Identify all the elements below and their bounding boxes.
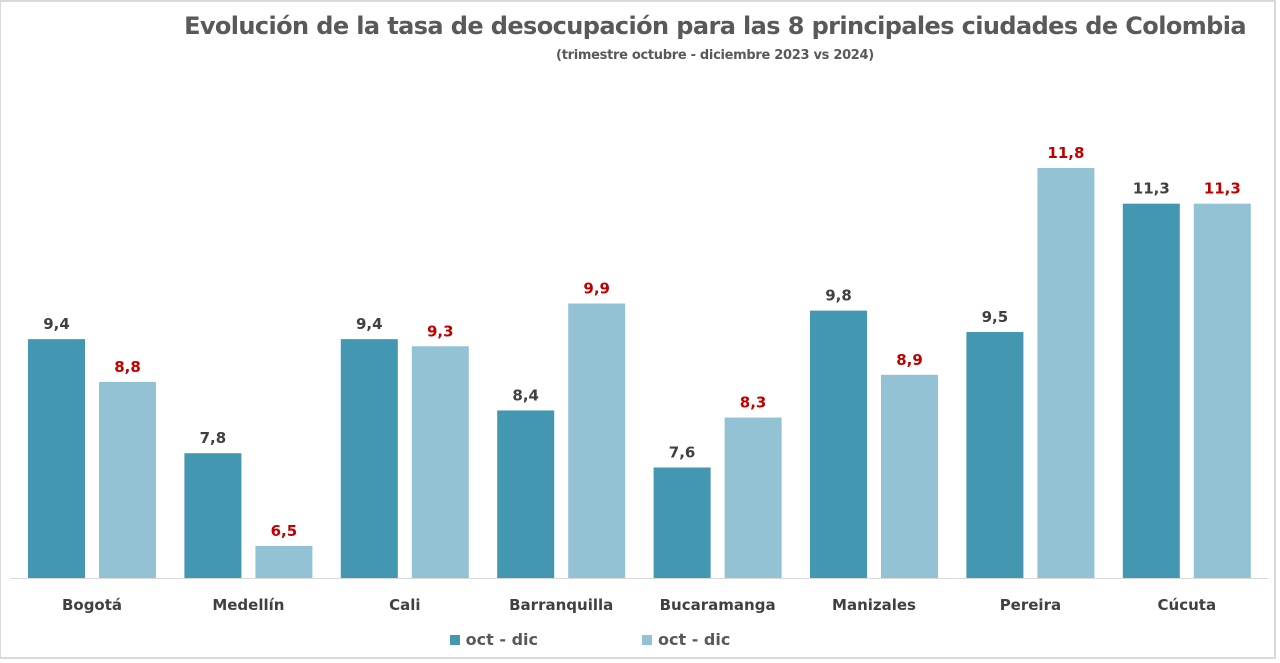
- bar-2023-3: [497, 410, 555, 578]
- bar-2024-4: [724, 417, 782, 578]
- data-label-2024-5: 8,9: [896, 351, 923, 369]
- chart-subtitle: (trimestre octubre - diciembre 2023 vs 2…: [556, 48, 874, 63]
- bar-2023-7: [1122, 203, 1180, 579]
- data-label-2024-3: 9,9: [583, 279, 610, 297]
- bar-2023-0: [28, 339, 85, 578]
- category-label-7: Cúcuta: [1158, 596, 1217, 614]
- legend-label-2024: oct - dic: [658, 630, 731, 649]
- data-label-2023-6: 9,5: [982, 308, 1009, 326]
- bar-2024-2: [411, 346, 469, 578]
- bar-2024-6: [1037, 168, 1095, 578]
- bar-2023-2: [340, 339, 398, 578]
- bar-2024-0: [99, 381, 156, 578]
- category-label-4: Bucaramanga: [660, 596, 776, 614]
- data-label-2023-1: 7,8: [200, 429, 227, 447]
- data-label-2023-3: 8,4: [512, 386, 539, 404]
- bar-2024-3: [568, 303, 626, 578]
- chart-title: Evolución de la tasa de desocupación par…: [184, 12, 1246, 40]
- data-label-2024-6: 11,8: [1047, 144, 1084, 162]
- data-label-2023-2: 9,4: [356, 315, 383, 333]
- legend-swatch-2023: [449, 634, 460, 645]
- data-label-2023-5: 9,8: [825, 287, 852, 305]
- data-label-2024-2: 9,3: [427, 322, 454, 340]
- category-label-2: Cali: [389, 596, 420, 614]
- bar-2024-7: [1193, 203, 1251, 579]
- category-label-1: Medellín: [212, 596, 284, 614]
- bar-2024-5: [881, 374, 938, 578]
- category-label-5: Manizales: [832, 596, 916, 614]
- data-label-2023-0: 9,4: [43, 315, 70, 333]
- data-label-2023-4: 7,6: [669, 443, 696, 461]
- legend-item-2023: oct - dic: [449, 630, 538, 649]
- bar-2023-4: [653, 467, 711, 578]
- legend-item-2024: oct - dic: [642, 630, 730, 649]
- data-label-2024-4: 8,3: [740, 394, 767, 412]
- data-label-2024-7: 11,3: [1204, 180, 1241, 198]
- category-label-3: Barranquilla: [509, 596, 613, 614]
- legend-swatch-2024: [642, 634, 652, 645]
- category-label-6: Pereira: [1000, 596, 1061, 614]
- category-label-0: Bogotá: [62, 596, 122, 614]
- data-label-2024-0: 8,8: [114, 358, 141, 376]
- bar-2024-1: [255, 545, 313, 578]
- bar-2023-1: [184, 453, 242, 578]
- legend: oct - dic oct - dic: [0, 630, 1180, 649]
- data-label-2024-1: 6,5: [271, 522, 298, 540]
- bar-2023-6: [966, 332, 1024, 578]
- data-label-2023-7: 11,3: [1133, 180, 1170, 198]
- bar-2023-5: [810, 310, 867, 578]
- legend-label-2023: oct - dic: [465, 630, 538, 649]
